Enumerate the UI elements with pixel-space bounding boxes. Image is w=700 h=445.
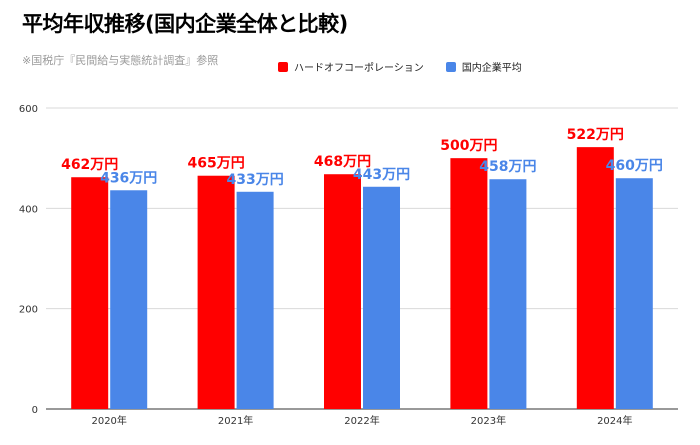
y-tick-label: 400 — [19, 204, 38, 215]
bar — [236, 191, 274, 409]
data-label: 458万円 — [479, 159, 536, 175]
bar — [197, 175, 235, 409]
data-label: 522万円 — [567, 127, 624, 143]
bar — [615, 178, 653, 409]
legend-swatch-red — [278, 61, 288, 72]
data-label: 462万円 — [61, 157, 118, 173]
data-label: 460万円 — [606, 158, 663, 174]
bar — [363, 186, 400, 409]
y-tick-label: 0 — [32, 405, 38, 416]
chart-legend: ハードオフコーポレーション 国内企業平均 — [278, 59, 544, 74]
x-tick-label: 2021年 — [218, 414, 253, 427]
chart-subtitle: ※国税庁『民間給与実態統計調査』参照 — [22, 54, 219, 67]
data-label: 465万円 — [187, 156, 244, 172]
legend-label: ハードオフコーポレーション — [294, 63, 424, 74]
legend-item-hardoff: ハードオフコーポレーション — [278, 59, 424, 74]
bar — [489, 179, 527, 409]
chart-title: 平均年収推移(国内企業全体と比較) — [22, 12, 348, 36]
bar — [71, 177, 109, 409]
x-tick-label: 2024年 — [597, 414, 632, 427]
legend-swatch-blue — [445, 61, 456, 72]
data-label: 500万円 — [440, 138, 497, 154]
bar — [450, 158, 488, 409]
bar — [110, 190, 148, 409]
data-label: 443万円 — [353, 167, 410, 183]
data-label: 468万円 — [314, 154, 371, 170]
legend-label: 国内企業平均 — [461, 63, 522, 74]
data-label: 433万円 — [226, 172, 283, 188]
x-tick-label: 2022年 — [344, 414, 379, 427]
y-tick-label: 600 — [19, 104, 38, 115]
y-tick-label: 200 — [19, 305, 38, 316]
bar — [324, 174, 361, 409]
x-tick-label: 2020年 — [91, 414, 126, 427]
bar — [576, 147, 614, 409]
data-label: 436万円 — [100, 170, 157, 186]
x-tick-label: 2023年 — [471, 414, 506, 427]
legend-item-average: 国内企業平均 — [445, 59, 522, 74]
